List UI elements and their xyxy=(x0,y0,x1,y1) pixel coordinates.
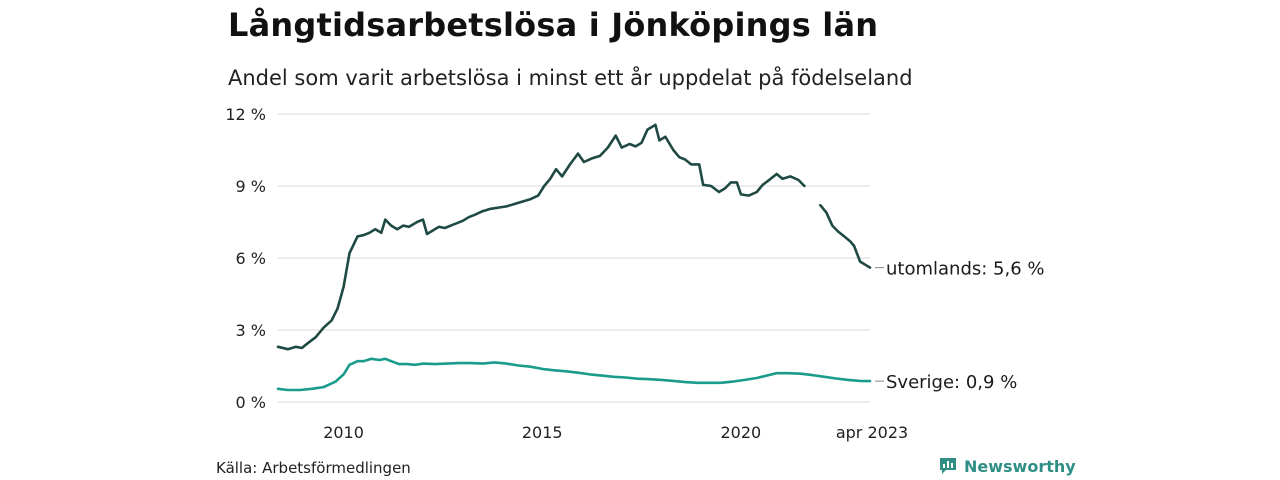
brand-name: Newsworthy xyxy=(964,456,1076,476)
y-tick-label: 0 % xyxy=(236,393,266,412)
end-label-sverige: Sverige: 0,9 % xyxy=(886,372,1017,393)
series-line-utomlands xyxy=(276,123,806,351)
line-chart: 0 % 3 % 6 % 9 % 12 % 2010 2015 2020 apr 2023 ut… xyxy=(225,105,1045,442)
chart-title: Långtidsarbetslösa i Jönköpings län xyxy=(228,6,879,44)
series-line-utomlands-segment xyxy=(819,203,872,269)
newsworthy-logo-icon xyxy=(940,458,956,474)
source-note: Källa: Arbetsförmedlingen xyxy=(216,459,411,477)
series-end-labels: utomlands: 5,6 % Sverige: 0,9 % xyxy=(875,259,1045,393)
brand-logo[interactable]: Newsworthy xyxy=(938,456,1076,476)
x-tick-label: 2020 xyxy=(721,423,762,442)
x-tick-label: apr 2023 xyxy=(836,423,908,442)
y-tick-label: 6 % xyxy=(236,249,266,268)
y-axis-ticks: 0 % 3 % 6 % 9 % 12 % xyxy=(225,105,266,412)
series-line-sverige xyxy=(276,357,872,392)
x-axis-ticks: 2010 2015 2020 apr 2023 xyxy=(323,423,908,442)
chart-subtitle: Andel som varit arbetslösa i minst ett å… xyxy=(228,66,913,90)
y-tick-label: 12 % xyxy=(225,105,266,124)
y-tick-label: 9 % xyxy=(236,177,266,196)
x-tick-label: 2010 xyxy=(323,423,364,442)
series-lines xyxy=(276,123,872,392)
gridlines xyxy=(278,113,870,403)
end-label-utomlands: utomlands: 5,6 % xyxy=(886,259,1045,280)
y-tick-label: 3 % xyxy=(236,321,266,340)
x-tick-label: 2015 xyxy=(522,423,563,442)
